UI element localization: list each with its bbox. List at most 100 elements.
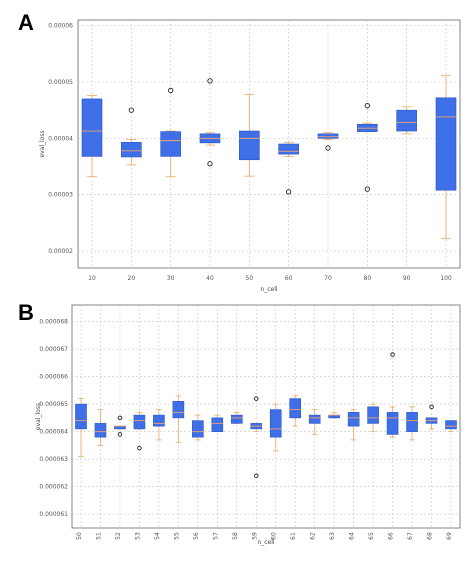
box-body <box>81 98 103 157</box>
box-body <box>94 423 107 438</box>
x-tick-label: 66 <box>388 532 395 540</box>
box-body <box>230 414 243 424</box>
y-tick-label: 0.00006 <box>48 23 73 30</box>
y-tick-label: 0.000066 <box>39 374 68 381</box>
x-tick-label: 80 <box>364 275 372 282</box>
y-tick-label: 0.000068 <box>39 319 68 326</box>
x-tick-label: 59 <box>251 532 258 540</box>
box-20 <box>121 107 142 166</box>
outlier-point <box>254 396 259 401</box>
y-axis-label: eval_loss <box>39 130 46 157</box>
box-body <box>445 420 457 430</box>
box-59 <box>250 396 263 478</box>
x-tick-label: 30 <box>167 275 175 282</box>
box-60 <box>278 141 299 195</box>
x-tick-label: 54 <box>154 532 161 540</box>
x-tick-label: 40 <box>206 275 214 282</box>
box-55 <box>172 395 185 444</box>
x-tick-label: 61 <box>290 532 297 540</box>
box-body <box>386 412 399 435</box>
box-63 <box>328 411 340 419</box>
outlier-point <box>286 189 292 195</box>
outlier-point <box>207 161 213 167</box>
x-tick-label: 63 <box>329 532 336 540</box>
box-body <box>347 412 360 427</box>
box-body <box>317 133 339 139</box>
box-body <box>406 412 418 432</box>
x-tick-label: 50 <box>76 532 83 540</box>
box-body <box>211 417 224 432</box>
box-40 <box>199 78 221 167</box>
x-tick-label: 64 <box>349 532 356 540</box>
outlier-point <box>207 78 213 84</box>
panel-b-letter: B <box>18 300 34 325</box>
box-body <box>192 420 204 438</box>
box-61 <box>289 395 302 427</box>
box-body <box>153 414 165 427</box>
box-58 <box>230 411 243 424</box>
panel-a-plot: 0.00002 0.00003 0.00004 0.00005 0.00006 10 20 3… <box>39 19 461 293</box>
outlier-point <box>429 404 434 410</box>
x-tick-label: 20 <box>128 275 136 282</box>
box-66 <box>386 352 399 438</box>
y-tick-label: 0.000065 <box>39 401 68 408</box>
outlier-point <box>137 445 142 451</box>
box-68 <box>425 404 438 430</box>
x-tick-label: 90 <box>403 275 411 282</box>
x-tick-label: 65 <box>368 532 375 540</box>
x-tick-label: 68 <box>427 532 434 540</box>
box-body <box>278 143 299 155</box>
x-tick-label: 60 <box>285 275 293 282</box>
box-65 <box>367 403 379 433</box>
box-body <box>396 109 417 132</box>
outlier-point <box>364 186 370 192</box>
x-tick-label: 52 <box>115 532 122 540</box>
y-tick-label: 0.000067 <box>39 346 68 353</box>
y-tick-label: 0.00004 <box>48 135 73 142</box>
box-90 <box>396 106 417 135</box>
outlier-point <box>117 415 123 421</box>
box-body <box>289 398 302 419</box>
box-body <box>269 409 282 438</box>
box-body <box>160 131 181 157</box>
box-62 <box>308 409 321 435</box>
x-axis-label: n_cell <box>260 286 277 293</box>
x-tick-label: 100 <box>440 275 452 282</box>
x-axis-label: n_cell <box>257 539 274 546</box>
x-tick-label: 62 <box>310 532 317 540</box>
x-tick-label: 58 <box>232 532 239 540</box>
box-80 <box>357 103 378 192</box>
x-tick-label: 60 <box>271 532 278 540</box>
outlier-point <box>168 87 174 94</box>
box-52 <box>114 415 126 437</box>
x-tick-label: 69 <box>446 532 453 540</box>
y-tick-label: 0.000063 <box>39 456 68 463</box>
box-60 <box>269 403 282 452</box>
box-53 <box>133 411 146 451</box>
x-tick-label: 55 <box>173 532 180 540</box>
box-10 <box>81 95 103 178</box>
outlier-point <box>390 352 395 357</box>
x-tick-label: 70 <box>324 275 332 282</box>
box-100 <box>435 74 457 240</box>
box-50 <box>239 93 260 177</box>
box-body <box>239 130 260 161</box>
x-tick-label: 50 <box>246 275 254 282</box>
x-tick-label: 53 <box>134 532 141 540</box>
box-body <box>172 401 185 419</box>
box-body <box>367 406 379 424</box>
box-54 <box>153 409 165 441</box>
y-tick-label: 0.000062 <box>39 484 68 491</box>
box-56 <box>192 414 204 441</box>
x-tick-label: 67 <box>407 532 414 540</box>
outlier-point <box>325 145 331 151</box>
y-tick-label: 0.000061 <box>39 511 68 518</box>
box-body <box>75 403 87 430</box>
outlier-point <box>254 473 259 478</box>
box-50 <box>75 398 87 457</box>
x-tick-label: 51 <box>95 532 102 540</box>
outlier-point <box>117 432 123 437</box>
y-tick-label: 0.00005 <box>48 79 73 86</box>
box-body <box>308 414 321 424</box>
